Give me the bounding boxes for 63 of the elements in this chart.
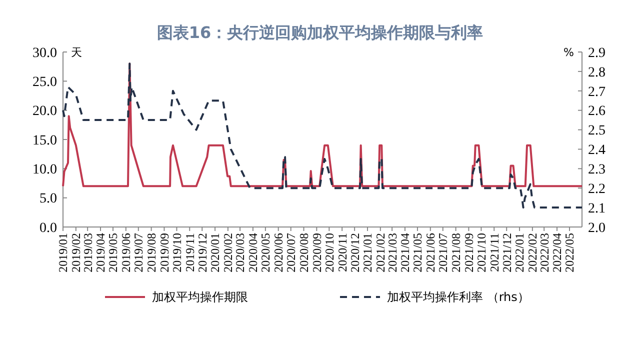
x-tick-label: 2021/07 bbox=[436, 233, 450, 272]
x-tick-label: 2021/05 bbox=[410, 233, 425, 272]
y-tick-label: 0.0 bbox=[40, 220, 57, 236]
y2-tick-label: 2.6 bbox=[588, 104, 606, 120]
y2-tick-label: 2.0 bbox=[588, 220, 606, 236]
x-tick-label: 2020/04 bbox=[246, 233, 260, 272]
x-tick-label: 2019/01 bbox=[56, 233, 70, 272]
x-tick-label: 2021/08 bbox=[448, 233, 463, 272]
x-tick-label: 2020/09 bbox=[310, 233, 324, 272]
y2-tick-label: 2.7 bbox=[588, 84, 606, 100]
x-tick-label: 2021/09 bbox=[462, 233, 476, 272]
x-tick-label: 2020/07 bbox=[284, 233, 298, 272]
y-tick-label: 25.0 bbox=[32, 75, 57, 90]
x-tick-label: 2021/04 bbox=[398, 233, 412, 272]
y2-tick-label: 2.9 bbox=[588, 46, 606, 61]
x-tick-label: 2020/02 bbox=[221, 233, 236, 272]
y2-tick-label: 2.8 bbox=[588, 65, 606, 80]
x-tick-label: 2019/10 bbox=[170, 233, 184, 272]
x-tick-label: 2019/05 bbox=[106, 233, 120, 272]
y2-axis-title: % bbox=[564, 46, 574, 59]
x-tick-label: 2022/04 bbox=[550, 233, 564, 272]
x-tick-label: 2019/07 bbox=[132, 233, 146, 272]
x-tick-label: 2019/08 bbox=[144, 233, 159, 272]
y-tick-label: 15.0 bbox=[32, 133, 57, 148]
y2-tick-label: 2.4 bbox=[588, 143, 606, 158]
x-tick-label: 2019/03 bbox=[80, 233, 95, 272]
y-tick-label: 30.0 bbox=[32, 46, 57, 61]
x-tick-label: 2019/06 bbox=[119, 233, 134, 272]
x-tick-label: 2021/03 bbox=[385, 233, 400, 272]
x-tick-label: 2021/10 bbox=[474, 233, 488, 272]
x-tick-label: 2020/05 bbox=[258, 233, 273, 272]
x-tick-label: 2022/01 bbox=[512, 233, 527, 272]
legend-label: 加权平均操作期限 bbox=[152, 290, 248, 304]
y-tick-label: 20.0 bbox=[32, 104, 57, 120]
x-tick-label: 2020/12 bbox=[348, 233, 362, 272]
x-tick-label: 2022/03 bbox=[537, 233, 552, 272]
x-tick-label: 2020/06 bbox=[272, 233, 286, 272]
y2-tick-label: 2.5 bbox=[588, 124, 606, 139]
x-tick-label: 2019/09 bbox=[157, 233, 172, 272]
x-tick-label: 2020/10 bbox=[322, 233, 336, 272]
y-tick-label: 10.0 bbox=[32, 162, 57, 178]
y2-tick-label: 2.1 bbox=[588, 201, 606, 216]
y-tick-label: 5.0 bbox=[40, 192, 57, 207]
x-tick-label: 2021/01 bbox=[360, 233, 375, 272]
legend-label: 加权平均操作利率 （rhs） bbox=[387, 290, 530, 304]
y2-tick-label: 2.3 bbox=[588, 162, 606, 178]
x-tick-label: 2022/05 bbox=[562, 233, 577, 272]
x-tick-label: 2019/04 bbox=[94, 233, 108, 272]
x-tick-label: 2021/02 bbox=[374, 233, 388, 272]
x-tick-label: 2020/03 bbox=[233, 233, 248, 272]
y-axis-title: 天 bbox=[71, 46, 82, 59]
x-tick-label: 2019/02 bbox=[69, 233, 84, 272]
x-tick-label: 2020/01 bbox=[208, 233, 222, 272]
chart-title: 图表16：央行逆回购加权平均操作期限与利率 bbox=[156, 23, 484, 42]
x-tick-label: 2020/11 bbox=[335, 233, 350, 272]
x-tick-label: 2021/11 bbox=[487, 233, 502, 272]
x-tick-label: 2022/02 bbox=[526, 233, 540, 272]
x-tick-label: 2020/08 bbox=[296, 233, 311, 272]
x-tick-label: 2021/06 bbox=[424, 233, 438, 272]
x-tick-label: 2019/11 bbox=[182, 233, 197, 272]
x-tick-label: 2021/12 bbox=[500, 233, 514, 272]
y2-tick-label: 2.2 bbox=[588, 182, 606, 198]
x-tick-label: 2019/12 bbox=[195, 233, 210, 272]
